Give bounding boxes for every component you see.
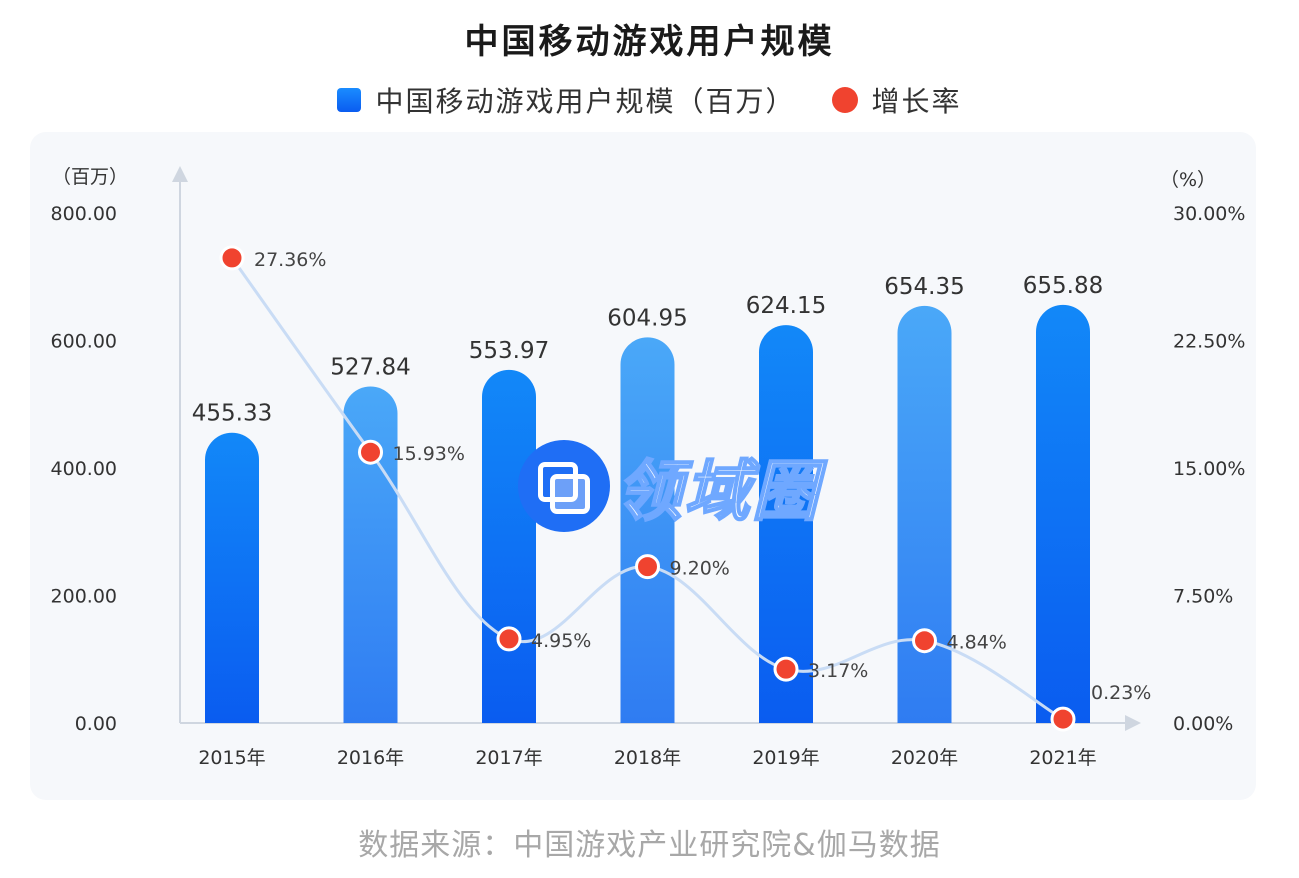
bar-value-label: 655.88 — [1023, 273, 1103, 299]
y-left-tick-label: 800.00 — [51, 203, 117, 225]
y-right-unit: （%） — [1160, 169, 1216, 191]
rate-value-label: 0.23% — [1091, 682, 1151, 704]
x-tick-label: 2019年 — [752, 747, 819, 769]
rate-value-label: 4.95% — [531, 630, 591, 652]
bar-value-label: 553.97 — [469, 338, 549, 364]
y-right-tick-label: 22.50% — [1173, 331, 1245, 353]
bar-value-label: 624.15 — [746, 293, 826, 319]
bar — [482, 369, 536, 723]
legend-label-rate: 增长率 — [871, 85, 962, 118]
y-right-tick-label: 15.00% — [1173, 458, 1245, 480]
bar — [1036, 304, 1090, 723]
bar — [759, 325, 813, 723]
rate-value-label: 15.93% — [393, 443, 465, 465]
source-note: 数据来源：中国游戏产业研究院&伽马数据 — [358, 828, 941, 863]
y-right-tick-label: 7.50% — [1173, 586, 1233, 608]
y-left-unit: （百万） — [52, 166, 128, 188]
rate-value-label: 27.36% — [254, 249, 326, 271]
legend: 中国移动游戏用户规模（百万） 增长率 — [0, 80, 1299, 120]
x-tick-label: 2020年 — [891, 747, 958, 769]
x-tick-label: 2016年 — [337, 747, 404, 769]
y-left-tick-label: 200.00 — [51, 586, 117, 608]
legend-item-rate: 增长率 — [831, 80, 962, 120]
rate-point — [1050, 706, 1076, 732]
x-axis-arrow — [1125, 715, 1141, 731]
y-left-tick-label: 400.00 — [51, 458, 117, 480]
x-tick-label: 2015年 — [198, 747, 265, 769]
bar — [343, 386, 398, 723]
legend-item-users: 中国移动游戏用户规模（百万） — [337, 80, 795, 120]
x-tick-label: 2017年 — [475, 747, 542, 769]
bar-value-label: 654.35 — [884, 274, 964, 300]
bar — [620, 337, 675, 723]
rate-point — [358, 439, 383, 465]
rate-value-label: 4.84% — [947, 632, 1007, 654]
chart-title: 中国移动游戏用户规模 — [464, 22, 835, 62]
x-tick-label: 2018年 — [614, 747, 681, 769]
y-left-tick-label: 600.00 — [51, 331, 117, 353]
x-tick-label: 2021年 — [1029, 747, 1096, 769]
y-axis-arrow — [172, 166, 188, 182]
rate-point — [635, 554, 660, 580]
rate-value-label: 3.17% — [808, 660, 868, 682]
y-right-tick-label: 30.00% — [1173, 203, 1245, 225]
watermark-text: 领域圈 — [615, 452, 820, 531]
bar-value-label: 455.33 — [192, 401, 272, 427]
legend-label-users: 中国移动游戏用户规模（百万） — [375, 85, 796, 118]
bar — [897, 305, 952, 723]
legend-swatch-bar — [337, 88, 362, 112]
rate-value-label: 9.20% — [670, 558, 730, 580]
watermark: 领域圈 — [518, 440, 820, 532]
bar — [205, 432, 259, 723]
y-right-tick-label: 0.00% — [1173, 713, 1233, 735]
rate-point — [219, 245, 245, 271]
rate-point — [912, 628, 937, 654]
bar-value-label: 527.84 — [330, 355, 410, 381]
rate-point — [773, 656, 799, 682]
watermark-logo-icon — [518, 440, 610, 532]
rate-point — [496, 626, 522, 652]
legend-swatch-dot — [831, 87, 858, 113]
y-left-tick-label: 0.00 — [75, 713, 117, 735]
bar-value-label: 604.95 — [607, 305, 687, 331]
